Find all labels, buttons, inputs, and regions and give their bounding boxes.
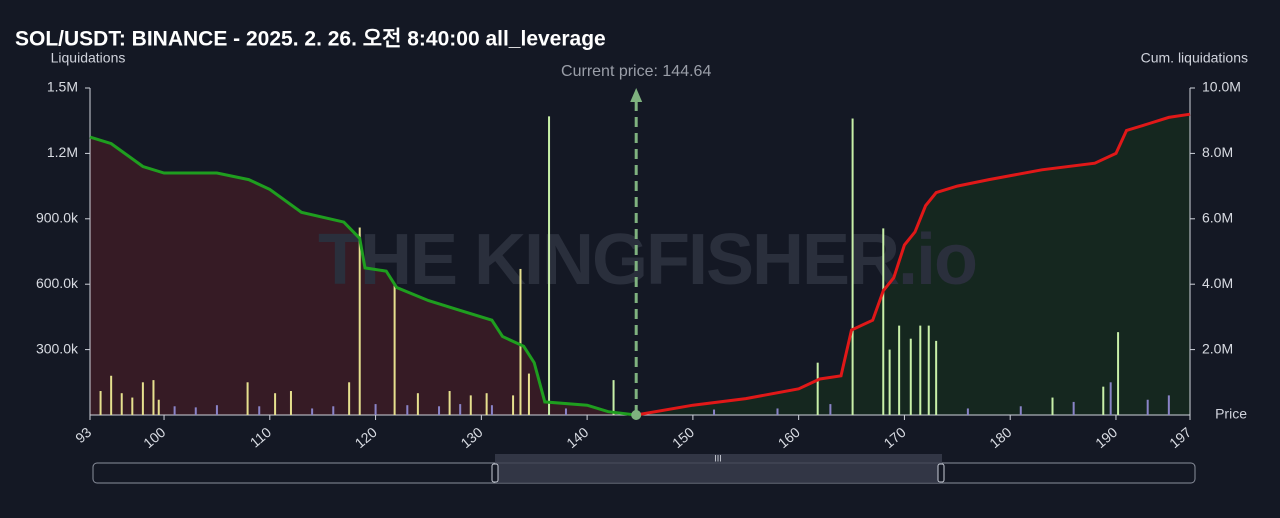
liquidation-bar <box>1146 399 1149 415</box>
liquidation-bar <box>141 382 144 415</box>
liquidation-bar <box>258 406 261 415</box>
liquidation-bar <box>358 227 361 415</box>
liquidation-bar <box>713 409 716 415</box>
y-axis-label: Liquidations <box>51 50 126 66</box>
liquidation-bar <box>512 395 515 415</box>
y2-axis-label: Cum. liquidations <box>1141 50 1248 66</box>
liquidation-bar <box>1117 332 1120 415</box>
liquidation-bar <box>1019 406 1022 415</box>
liquidation-bar <box>173 406 176 415</box>
zoom-handle[interactable] <box>937 463 945 483</box>
liquidation-bar <box>548 116 551 415</box>
liquidation-bar <box>448 391 451 415</box>
drag-grip: III <box>714 453 722 463</box>
x-axis-label: Price <box>1215 406 1247 422</box>
x-tick-label: 197 <box>1166 424 1194 451</box>
liquidation-bar <box>1072 401 1075 415</box>
liquidation-bar <box>406 405 409 415</box>
zoom-window[interactable] <box>495 454 942 483</box>
liquidation-bar <box>332 406 335 415</box>
x-tick-label: 110 <box>247 424 275 451</box>
liquidation-bar <box>776 408 779 415</box>
current-price-label: Current price: 144.64 <box>561 63 711 80</box>
liquidation-bar <box>898 325 901 415</box>
liquidation-bar <box>274 393 277 415</box>
liquidation-bar <box>311 408 314 415</box>
x-tick-label: 160 <box>775 424 803 451</box>
y2-tick-label: 4.0M <box>1202 275 1233 291</box>
liquidation-bar <box>1109 382 1112 415</box>
y2-tick-label: 6.0M <box>1202 210 1233 226</box>
liquidation-bar <box>120 393 123 415</box>
liquidation-bar <box>851 118 854 416</box>
liquidation-bar <box>919 325 922 415</box>
liquidation-bar <box>246 382 249 415</box>
y2-tick-label: 2.0M <box>1202 340 1233 356</box>
liquidation-bar <box>1051 397 1054 415</box>
liquidation-bar <box>882 228 885 415</box>
cumulative-area <box>90 137 637 415</box>
liquidation-bar <box>459 404 462 415</box>
liquidation-bar <box>909 338 912 415</box>
liquidation-bar <box>612 380 615 415</box>
current-price-arrow <box>630 88 643 102</box>
cumulative-area <box>636 114 1190 415</box>
liquidation-bar <box>888 349 891 415</box>
liquidation-bar <box>374 404 377 415</box>
liquidation-bar <box>564 408 567 415</box>
liquidation-bar <box>194 407 197 415</box>
watermark: THE KINGFISHER.io <box>318 220 976 300</box>
current-price-dot <box>631 410 642 420</box>
y-tick-label: 600.0k <box>36 275 79 291</box>
liquidation-bar <box>215 405 218 415</box>
cumulative-line <box>635 112 1191 417</box>
liquidation-bar <box>527 373 530 415</box>
liquidation-bar <box>927 325 930 415</box>
chart-title: SOL/USDT: BINANCE - 2025. 2. 26. 오전 8:40… <box>15 28 606 51</box>
liquidation-bar <box>469 395 472 415</box>
liquidation-bar <box>966 408 969 415</box>
x-tick-label: 130 <box>457 424 485 451</box>
y-tick-label: 1.2M <box>47 144 78 160</box>
y-tick-label: 300.0k <box>36 340 79 356</box>
y-tick-label: 1.5M <box>47 79 78 95</box>
liquidation-bar <box>1102 386 1105 415</box>
x-tick-label: 170 <box>881 424 909 451</box>
liquidation-bar <box>110 375 113 415</box>
liquidation-bar <box>289 391 292 415</box>
liquidation-bar <box>152 380 155 415</box>
liquidation-bar <box>490 405 493 415</box>
zoom-handle[interactable] <box>491 463 499 483</box>
liquidation-bar <box>348 382 351 415</box>
liquidation-bar <box>157 399 160 415</box>
y2-tick-label: 10.0M <box>1202 79 1241 95</box>
liquidation-bar <box>1167 395 1170 415</box>
x-tick-label: 190 <box>1092 424 1120 451</box>
liquidation-bar <box>131 397 134 415</box>
liquidation-bar <box>393 284 396 415</box>
liquidation-bar <box>519 268 522 415</box>
x-tick-label: 120 <box>352 424 380 451</box>
x-tick-label: 140 <box>563 424 591 451</box>
x-tick-label: 180 <box>986 424 1014 451</box>
liquidation-bar <box>438 406 441 415</box>
x-tick-label: 150 <box>669 424 697 451</box>
y2-tick-label: 8.0M <box>1202 144 1233 160</box>
x-tick-label: 100 <box>140 424 168 451</box>
liquidation-bar <box>485 393 488 415</box>
liquidation-bar <box>935 340 938 415</box>
y-tick-label: 900.0k <box>36 210 79 226</box>
liquidation-bar <box>416 393 419 415</box>
x-tick-label: 93 <box>72 424 94 446</box>
liquidation-bar <box>99 391 102 415</box>
cumulative-line <box>89 135 637 417</box>
liquidation-bar <box>816 362 819 415</box>
liquidation-bar <box>829 404 832 415</box>
